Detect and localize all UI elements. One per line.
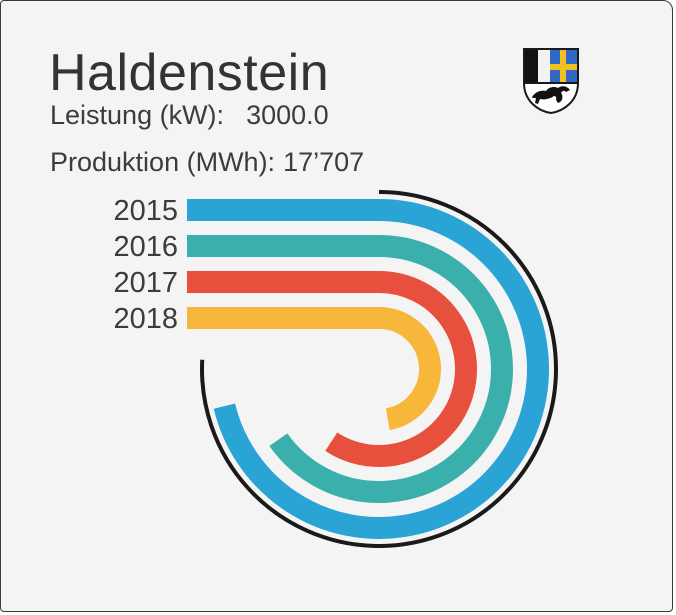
- year-label-2017: 2017: [113, 267, 178, 299]
- year-label-2016: 2016: [113, 231, 178, 263]
- production-label: Produktion (MWh):: [50, 147, 276, 177]
- coat-of-arms-icon: [523, 48, 579, 115]
- power-stat: Leistung (kW): 3000.0: [50, 99, 329, 131]
- power-label: Leistung (kW):: [50, 100, 225, 130]
- production-stat: Produktion (MWh): 17’707: [50, 146, 364, 178]
- bar-2017: [187, 271, 477, 467]
- plant-title: Haldenstein: [49, 44, 330, 102]
- bar-2016: [187, 235, 513, 503]
- production-value: 17’707: [283, 147, 365, 177]
- bar-2018: [187, 307, 441, 431]
- power-value: 3000.0: [246, 100, 329, 130]
- year-label-2015: 2015: [113, 195, 178, 227]
- bar-2015: [187, 199, 549, 539]
- year-label-2018: 2018: [113, 303, 178, 335]
- outer-ring-outline: [200, 190, 558, 548]
